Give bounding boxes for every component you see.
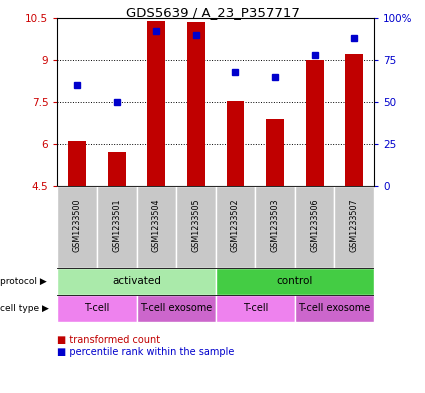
Bar	[345, 54, 363, 186]
Bar	[187, 22, 205, 186]
Text: control: control	[277, 277, 313, 286]
Text: T-cell exosome: T-cell exosome	[298, 303, 371, 314]
Text: GDS5639 / A_23_P357717: GDS5639 / A_23_P357717	[125, 6, 300, 19]
Text: GSM1233503: GSM1233503	[271, 198, 280, 252]
Bar	[97, 186, 136, 268]
Text: ■ transformed count: ■ transformed count	[57, 335, 161, 345]
Bar	[255, 186, 295, 268]
Text: GSM1233502: GSM1233502	[231, 198, 240, 252]
Text: activated: activated	[112, 277, 161, 286]
Bar	[136, 186, 176, 268]
Bar	[334, 186, 374, 268]
Bar	[68, 141, 86, 186]
Text: GSM1233507: GSM1233507	[350, 198, 359, 252]
Bar	[176, 186, 215, 268]
Bar	[136, 295, 215, 322]
Text: T-cell: T-cell	[243, 303, 268, 314]
Bar	[295, 186, 334, 268]
Bar	[108, 152, 126, 186]
Text: GSM1233501: GSM1233501	[112, 198, 121, 252]
Text: protocol ▶: protocol ▶	[0, 277, 47, 286]
Bar	[57, 268, 215, 295]
Text: GSM1233505: GSM1233505	[191, 198, 201, 252]
Bar	[215, 268, 374, 295]
Text: cell type ▶: cell type ▶	[0, 304, 49, 313]
Bar	[57, 186, 97, 268]
Text: GSM1233506: GSM1233506	[310, 198, 319, 252]
Text: GSM1233500: GSM1233500	[73, 198, 82, 252]
Bar	[147, 21, 165, 186]
Text: T-cell: T-cell	[84, 303, 110, 314]
Bar	[215, 295, 295, 322]
Bar	[306, 60, 323, 186]
Bar	[215, 186, 255, 268]
Text: ■ percentile rank within the sample: ■ percentile rank within the sample	[57, 347, 235, 357]
Bar	[295, 295, 374, 322]
Text: GSM1233504: GSM1233504	[152, 198, 161, 252]
Text: T-cell exosome: T-cell exosome	[140, 303, 212, 314]
Bar	[227, 101, 244, 186]
Bar	[57, 295, 136, 322]
Bar	[266, 119, 284, 186]
